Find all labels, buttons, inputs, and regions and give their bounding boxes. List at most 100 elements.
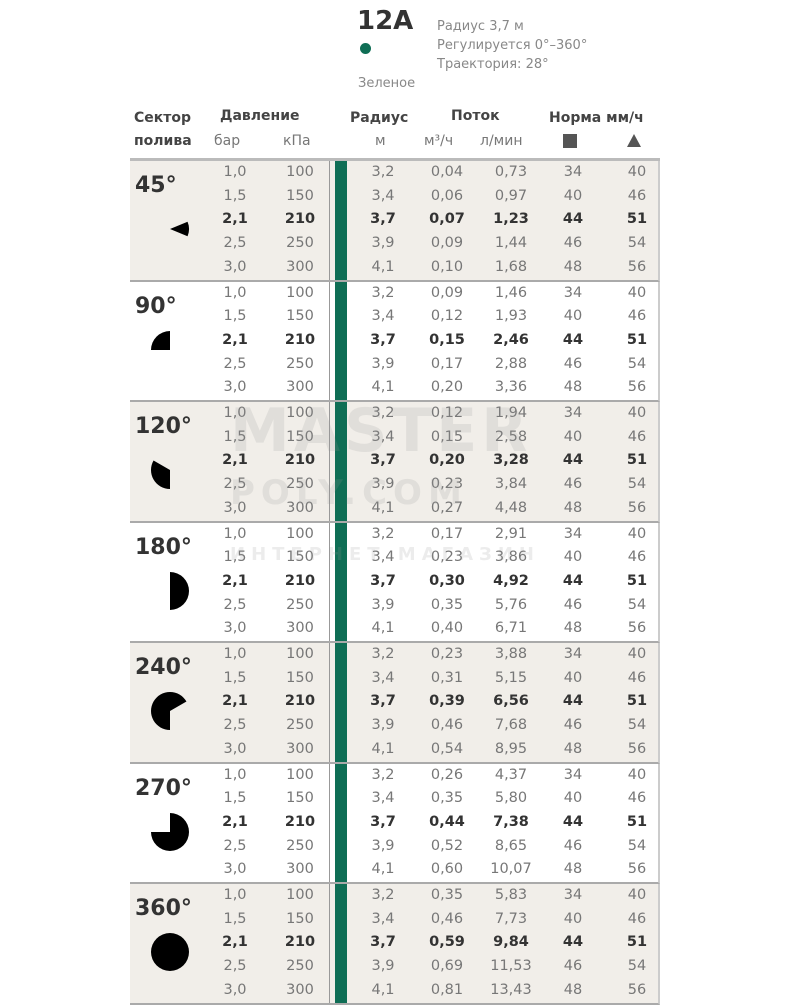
divider (329, 522, 330, 641)
table-row: 1,5 150 3,4 0,35 5,80 40 46 (130, 787, 660, 811)
color-bar (335, 884, 347, 1003)
cell-radius: 3,4 (371, 549, 395, 566)
divider (329, 161, 330, 280)
cell-rate-square: 44 (562, 813, 584, 830)
cell-radius: 4,1 (371, 981, 395, 998)
cell-flow-lmin: 5,83 (494, 887, 528, 903)
sector-angle: 120° (135, 414, 192, 439)
cell-flow-m3: 0,59 (429, 934, 465, 951)
cell-rate-triangle: 56 (627, 740, 647, 757)
table-row: 2,1 210 3,7 0,15 2,46 44 51 (130, 329, 660, 353)
cell-bar: 2,5 (223, 235, 247, 252)
sector-group: 120° 1,0 100 3,2 0,12 1,94 34 40 1,5 150 3,4 0,15 2… (130, 402, 660, 523)
cell-kpa: 150 (286, 428, 314, 445)
header-flow: Поток (451, 108, 500, 124)
cell-radius: 3,9 (371, 355, 395, 372)
cell-flow-lmin: 11,53 (490, 958, 532, 975)
header-sector-2: полива (134, 133, 192, 149)
table-row: 3,0 300 4,1 0,54 8,95 48 56 (130, 738, 660, 762)
sector-240-icon (151, 692, 187, 730)
cell-rate-triangle: 40 (627, 164, 647, 180)
table-row: 1,0 100 3,2 0,17 2,91 34 40 (130, 523, 660, 547)
cell-rate-square: 34 (563, 646, 583, 662)
cell-kpa: 300 (286, 861, 314, 878)
cell-kpa: 250 (286, 837, 314, 854)
cell-kpa: 100 (286, 766, 314, 783)
cell-bar: 3,0 (223, 379, 247, 396)
cell-flow-lmin: 13,43 (490, 981, 532, 998)
cell-kpa: 210 (284, 813, 316, 830)
cell-rate-triangle: 54 (627, 235, 647, 252)
table-row: 2,1 210 3,7 0,07 1,23 44 51 (130, 208, 660, 232)
cell-flow-lmin: 1,44 (494, 235, 528, 252)
cell-rate-triangle: 51 (626, 331, 648, 348)
sector-angle: 270° (135, 775, 192, 801)
cell-rate-triangle: 51 (626, 693, 648, 710)
table-row: 1,5 150 3,4 0,12 1,93 40 46 (130, 305, 660, 329)
cell-radius: 3,7 (370, 452, 396, 469)
cell-flow-m3: 0,46 (430, 910, 464, 927)
cell-flow-lmin: 0,97 (494, 187, 528, 204)
cell-rate-square: 44 (562, 572, 584, 589)
cell-bar: 1,0 (223, 525, 247, 542)
color-bar (335, 161, 347, 280)
square-icon (563, 134, 577, 148)
cell-radius: 3,4 (371, 669, 395, 686)
table-row: 2,1 210 3,7 0,59 9,84 44 51 (130, 931, 660, 955)
cell-radius: 3,2 (371, 766, 395, 783)
cell-flow-lmin: 6,71 (494, 620, 528, 637)
cell-rate-square: 44 (562, 452, 584, 469)
cell-kpa: 150 (286, 187, 314, 204)
cell-bar: 2,1 (222, 211, 248, 228)
cell-bar: 3,0 (223, 620, 247, 637)
header-rate: Норма мм/ч (549, 110, 644, 126)
header-kpa: кПа (283, 133, 311, 149)
cell-rate-square: 44 (562, 934, 584, 951)
cell-rate-triangle: 51 (626, 572, 648, 589)
cell-radius: 3,4 (371, 308, 395, 325)
color-bar (335, 281, 347, 400)
cell-rate-triangle: 54 (627, 958, 647, 975)
cell-kpa: 100 (286, 887, 314, 903)
cell-kpa: 100 (286, 646, 314, 662)
cell-flow-m3: 0,15 (430, 428, 464, 445)
sector-group: 180° 1,0 100 3,2 0,17 2,91 34 40 1,5 150 3,4 0,23 3… (130, 522, 660, 643)
cell-flow-lmin: 7,68 (494, 717, 528, 734)
table-row: 3,0 300 4,1 0,81 13,43 48 56 (130, 979, 660, 1003)
cell-bar: 2,1 (222, 572, 248, 589)
cell-kpa: 100 (286, 164, 314, 180)
divider (329, 643, 330, 762)
table-row: 3,0 300 4,1 0,60 10,07 48 56 (130, 858, 660, 882)
cell-kpa: 250 (286, 717, 314, 734)
cell-rate-square: 46 (563, 596, 583, 613)
sector-120-icon (151, 460, 170, 489)
cell-rate-triangle: 51 (626, 934, 648, 951)
cell-rate-triangle: 56 (627, 620, 647, 637)
sector-angle: 180° (135, 534, 192, 560)
cell-flow-lmin: 3,28 (493, 452, 529, 469)
cell-bar: 2,5 (223, 596, 247, 613)
cell-rate-square: 48 (563, 981, 583, 998)
cell-bar: 3,0 (223, 499, 247, 516)
cell-rate-square: 40 (563, 790, 583, 807)
cell-kpa: 300 (286, 981, 314, 998)
cell-radius: 3,7 (370, 813, 396, 830)
table-row: 2,1 210 3,7 0,30 4,92 44 51 (130, 570, 660, 594)
cell-kpa: 250 (286, 958, 314, 975)
cell-rate-square: 44 (562, 693, 584, 710)
cell-radius: 3,7 (370, 572, 396, 589)
cell-rate-triangle: 54 (627, 837, 647, 854)
cell-rate-triangle: 40 (627, 646, 647, 662)
cell-rate-triangle: 56 (627, 981, 647, 998)
cell-flow-m3: 0,46 (430, 717, 464, 734)
table-row: 3,0 300 4,1 0,20 3,36 48 56 (130, 376, 660, 400)
model-name: 12A (357, 6, 414, 36)
cell-rate-triangle: 51 (626, 211, 648, 228)
cell-kpa: 150 (286, 910, 314, 927)
cell-kpa: 250 (286, 596, 314, 613)
table-row: 1,5 150 3,4 0,23 3,86 40 46 (130, 546, 660, 570)
cell-flow-lmin: 2,91 (494, 525, 528, 542)
cell-bar: 1,0 (223, 405, 247, 421)
cell-bar: 1,5 (223, 428, 247, 445)
table-row: 2,5 250 3,9 0,69 11,53 46 54 (130, 955, 660, 979)
